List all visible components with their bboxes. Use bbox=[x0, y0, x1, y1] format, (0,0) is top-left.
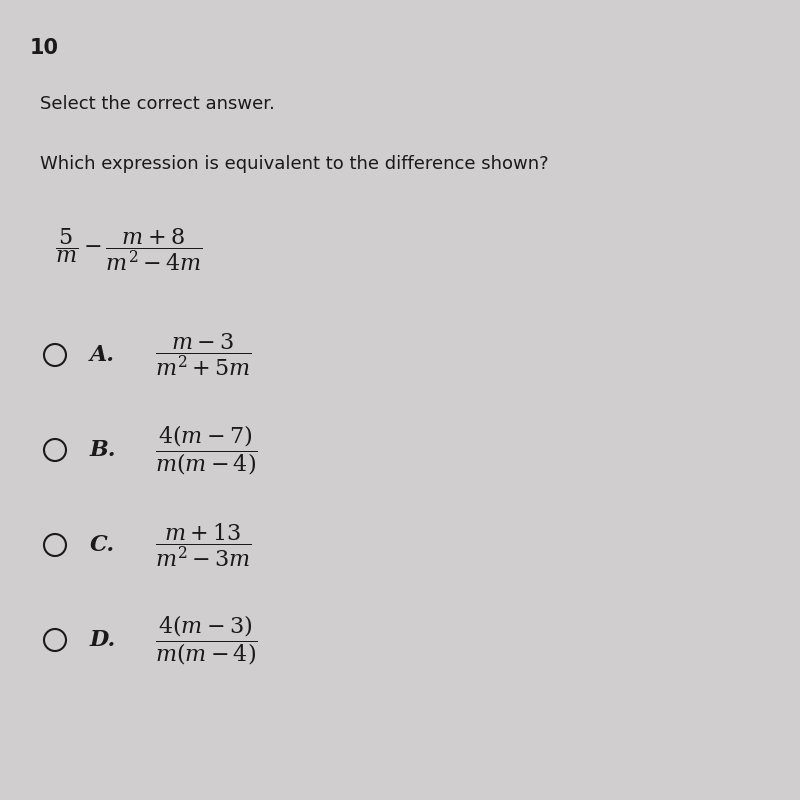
Text: B.: B. bbox=[90, 439, 117, 461]
Text: $\dfrac{4(m - 7)}{m(m - 4)}$: $\dfrac{4(m - 7)}{m(m - 4)}$ bbox=[155, 423, 258, 477]
Text: Which expression is equivalent to the difference shown?: Which expression is equivalent to the di… bbox=[40, 155, 549, 173]
Text: $\dfrac{m + 13}{m^2 - 3m}$: $\dfrac{m + 13}{m^2 - 3m}$ bbox=[155, 522, 252, 569]
Text: D.: D. bbox=[90, 629, 116, 651]
Text: 10: 10 bbox=[30, 38, 59, 58]
Text: Select the correct answer.: Select the correct answer. bbox=[40, 95, 275, 113]
Text: $\dfrac{4(m - 3)}{m(m - 4)}$: $\dfrac{4(m - 3)}{m(m - 4)}$ bbox=[155, 613, 258, 667]
Text: $\dfrac{m - 3}{m^2 + 5m}$: $\dfrac{m - 3}{m^2 + 5m}$ bbox=[155, 332, 252, 378]
Text: C.: C. bbox=[90, 534, 115, 556]
Text: $\dfrac{5}{m} - \dfrac{m + 8}{m^2 - 4m}$: $\dfrac{5}{m} - \dfrac{m + 8}{m^2 - 4m}$ bbox=[55, 226, 203, 274]
Text: A.: A. bbox=[90, 344, 115, 366]
